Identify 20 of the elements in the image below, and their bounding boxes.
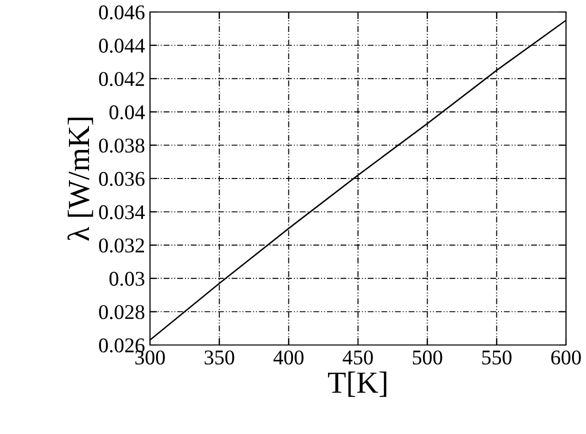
x-tick-label: 400 xyxy=(273,350,304,365)
x-axis-title: T[K] xyxy=(328,372,386,397)
y-tick-label: 0.038 xyxy=(99,138,144,153)
y-tick-label: 0.032 xyxy=(99,238,144,253)
y-axis-title: λ [W/mK] xyxy=(67,118,94,241)
x-tick-label: 350 xyxy=(204,350,234,365)
y-tick-label: 0.03 xyxy=(109,272,144,286)
y-tick-label: 0.04 xyxy=(109,105,145,120)
x-tick-label: 300 xyxy=(135,350,165,365)
x-tick-label: 450 xyxy=(342,350,373,365)
y-tick-label: 0.028 xyxy=(99,305,144,320)
x-tick-label: 600 xyxy=(551,350,581,365)
y-tick-label: 0.036 xyxy=(99,172,145,186)
x-tick-label: 500 xyxy=(412,350,442,365)
y-tick-label: 0.044 xyxy=(99,38,145,53)
y-tick-label: 0.026 xyxy=(99,338,145,353)
x-tick-label: 550 xyxy=(482,350,512,365)
y-tick-label: 0.034 xyxy=(99,205,145,220)
y-tick-label: 0.046 xyxy=(99,5,145,20)
y-tick-label: 0.042 xyxy=(99,72,144,86)
